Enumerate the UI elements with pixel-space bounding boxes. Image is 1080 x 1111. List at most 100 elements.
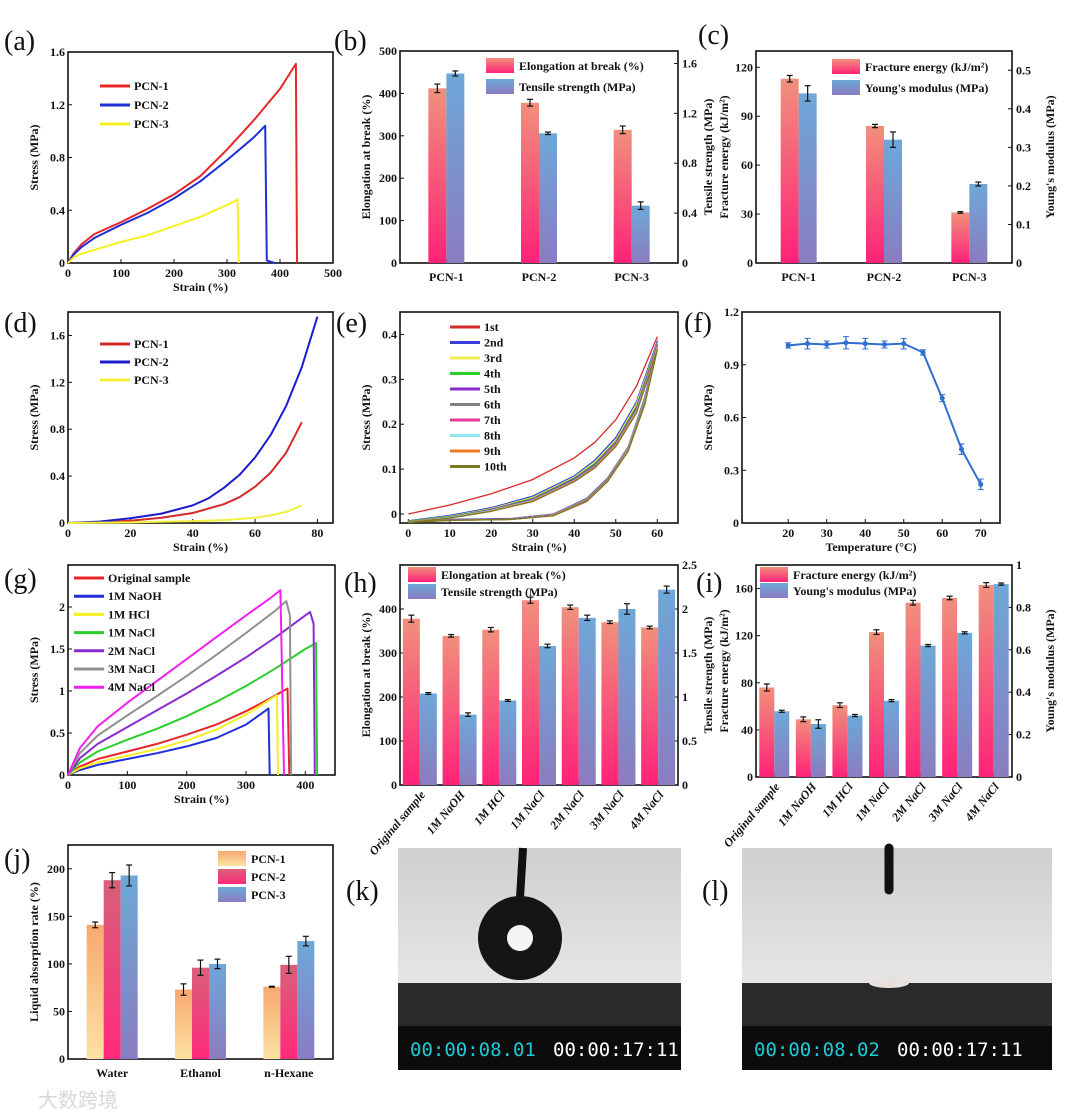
series-line-PCN-1 [67,62,298,264]
droplet-highlight [507,925,533,951]
timer-a: 00:00:08.02 [754,1039,880,1061]
series-line-PCN-3 [67,198,240,264]
data-point [804,341,810,347]
x-tick-label: 400 [271,266,289,280]
x-tick-label: 70 [975,526,987,540]
bar [482,629,500,785]
series-line-1M-NaOH [67,707,271,776]
x-tick-label: 20 [485,526,497,540]
legend-label: 2nd [484,336,504,350]
legend-swatch [408,567,436,582]
y-tick-label: 200 [379,171,397,185]
bar [641,627,659,785]
x-tick-label: 50 [898,526,910,540]
y-tick-label: 1 [59,684,65,698]
bar [120,875,138,1059]
bar [905,602,921,777]
series-line-3rd [408,342,658,522]
needle [516,847,527,899]
y-tick-label: 100 [47,957,65,971]
legend-label: Elongation at break (%) [519,59,644,73]
substrate [398,983,681,1028]
bar [175,989,192,1059]
timer-b: 00:00:17:11 [553,1039,679,1061]
x-tick-label: PCN-3 [952,270,987,284]
x-tick-label: n-Hexane [264,1066,314,1080]
legend-label: 10th [484,460,507,474]
x-tick-label: 60 [936,526,948,540]
x-tick-label: 50 [610,526,622,540]
x-tick-label: PCN-1 [781,270,816,284]
y2-tick-label: 0.3 [1016,140,1031,154]
y2-tick-label: 0.8 [682,156,697,170]
bar [658,589,676,785]
x-tick-label: 1M NaOH [775,779,820,829]
y-axis-label: Stress (MPa) [27,637,41,703]
panel-label: (c) [698,20,729,51]
legend-swatch [486,58,514,73]
legend-label: 1M NaOH [108,589,162,603]
x-axis-label: Strain (%) [512,540,567,554]
x-tick-label: 40 [568,526,580,540]
y-tick-label: 0.5 [50,726,65,740]
y-tick-label: 300 [379,646,397,660]
legend-swatch [832,80,860,95]
y-tick-label: 400 [379,602,397,616]
y-tick-label: 1.2 [724,305,739,319]
absorbed-droplet [869,978,909,988]
legend-label: Original sample [108,571,191,585]
y-tick-label: 0.4 [50,203,65,217]
series-line-1M-HCl [67,694,279,776]
y-axis-label: Fracture energy (kJ/m²) [717,609,731,732]
legend-swatch [218,851,246,866]
x-axis-label: Temperature (°C) [825,540,916,554]
y2-tick-label: 1 [682,690,688,704]
y-tick-label: 2 [59,600,65,614]
panel-j: (j) 0 50 100 150 200 Liquid absorption rate (%… [4,844,334,1080]
plot-frame [67,311,334,524]
bar [419,693,437,785]
y2-tick-label: 0.2 [1016,179,1031,193]
legend-label: Young's modulus (MPa) [865,81,988,95]
x-tick-label: 4M NaCl [961,779,1002,824]
legend-label: 6th [484,398,501,412]
legend-label: 2M NaCl [108,644,156,658]
data-point [920,349,926,355]
y-tick-label: 0.9 [724,358,739,372]
x-tick-label: 4M NaCl [626,787,667,832]
x-tick-label: 2M NaCl [888,779,929,824]
y2-tick-label: 0.2 [1016,728,1031,742]
legend-label: PCN-1 [251,852,286,866]
bar [866,126,884,263]
y-tick-label: 1.6 [50,328,65,342]
bar [942,597,958,777]
x-tick-label: 400 [296,778,314,792]
x-tick-label: 10 [444,526,456,540]
bar [209,963,226,1059]
bar [780,78,799,263]
legend-label: Fracture energy (kJ/m²) [865,60,988,74]
legend-label: PCN-2 [134,355,169,369]
y-axis-label: Elongation at break (%) [359,95,373,220]
series-line-10th [408,349,658,524]
legend-label: Young's modulus (MPa) [793,584,916,598]
x-tick-label: 2M NaCl [546,787,587,832]
legend-swatch [218,887,246,902]
y-axis-label: Liquid absorption rate (%) [27,882,41,1022]
series-line-1M-NaCl [67,642,319,776]
bar [539,133,557,263]
panel-b: (b) 0 100 200 300 400 500 0 0.4 0.8 1.2 1.6 Elongati… [334,26,715,284]
bar [192,967,209,1059]
y-tick-label: 1.5 [50,642,65,656]
y-tick-label: 0 [747,770,753,784]
legend-swatch [408,584,436,599]
x-tick-label: 3M NaCl [586,787,627,832]
x-axis-label: Strain (%) [173,540,228,554]
bar [795,719,811,777]
photo-k: (k) 00:00:08.01 00:00:17:11 [346,847,681,1070]
x-tick-label: 200 [178,778,196,792]
panel-f: (f) 0 0.3 0.6 0.9 1.2 Stress (MPa) 20 30 40 50 60 70… [684,305,1001,554]
y-tick-label: 100 [379,734,397,748]
panel-label: (a) [4,26,35,57]
